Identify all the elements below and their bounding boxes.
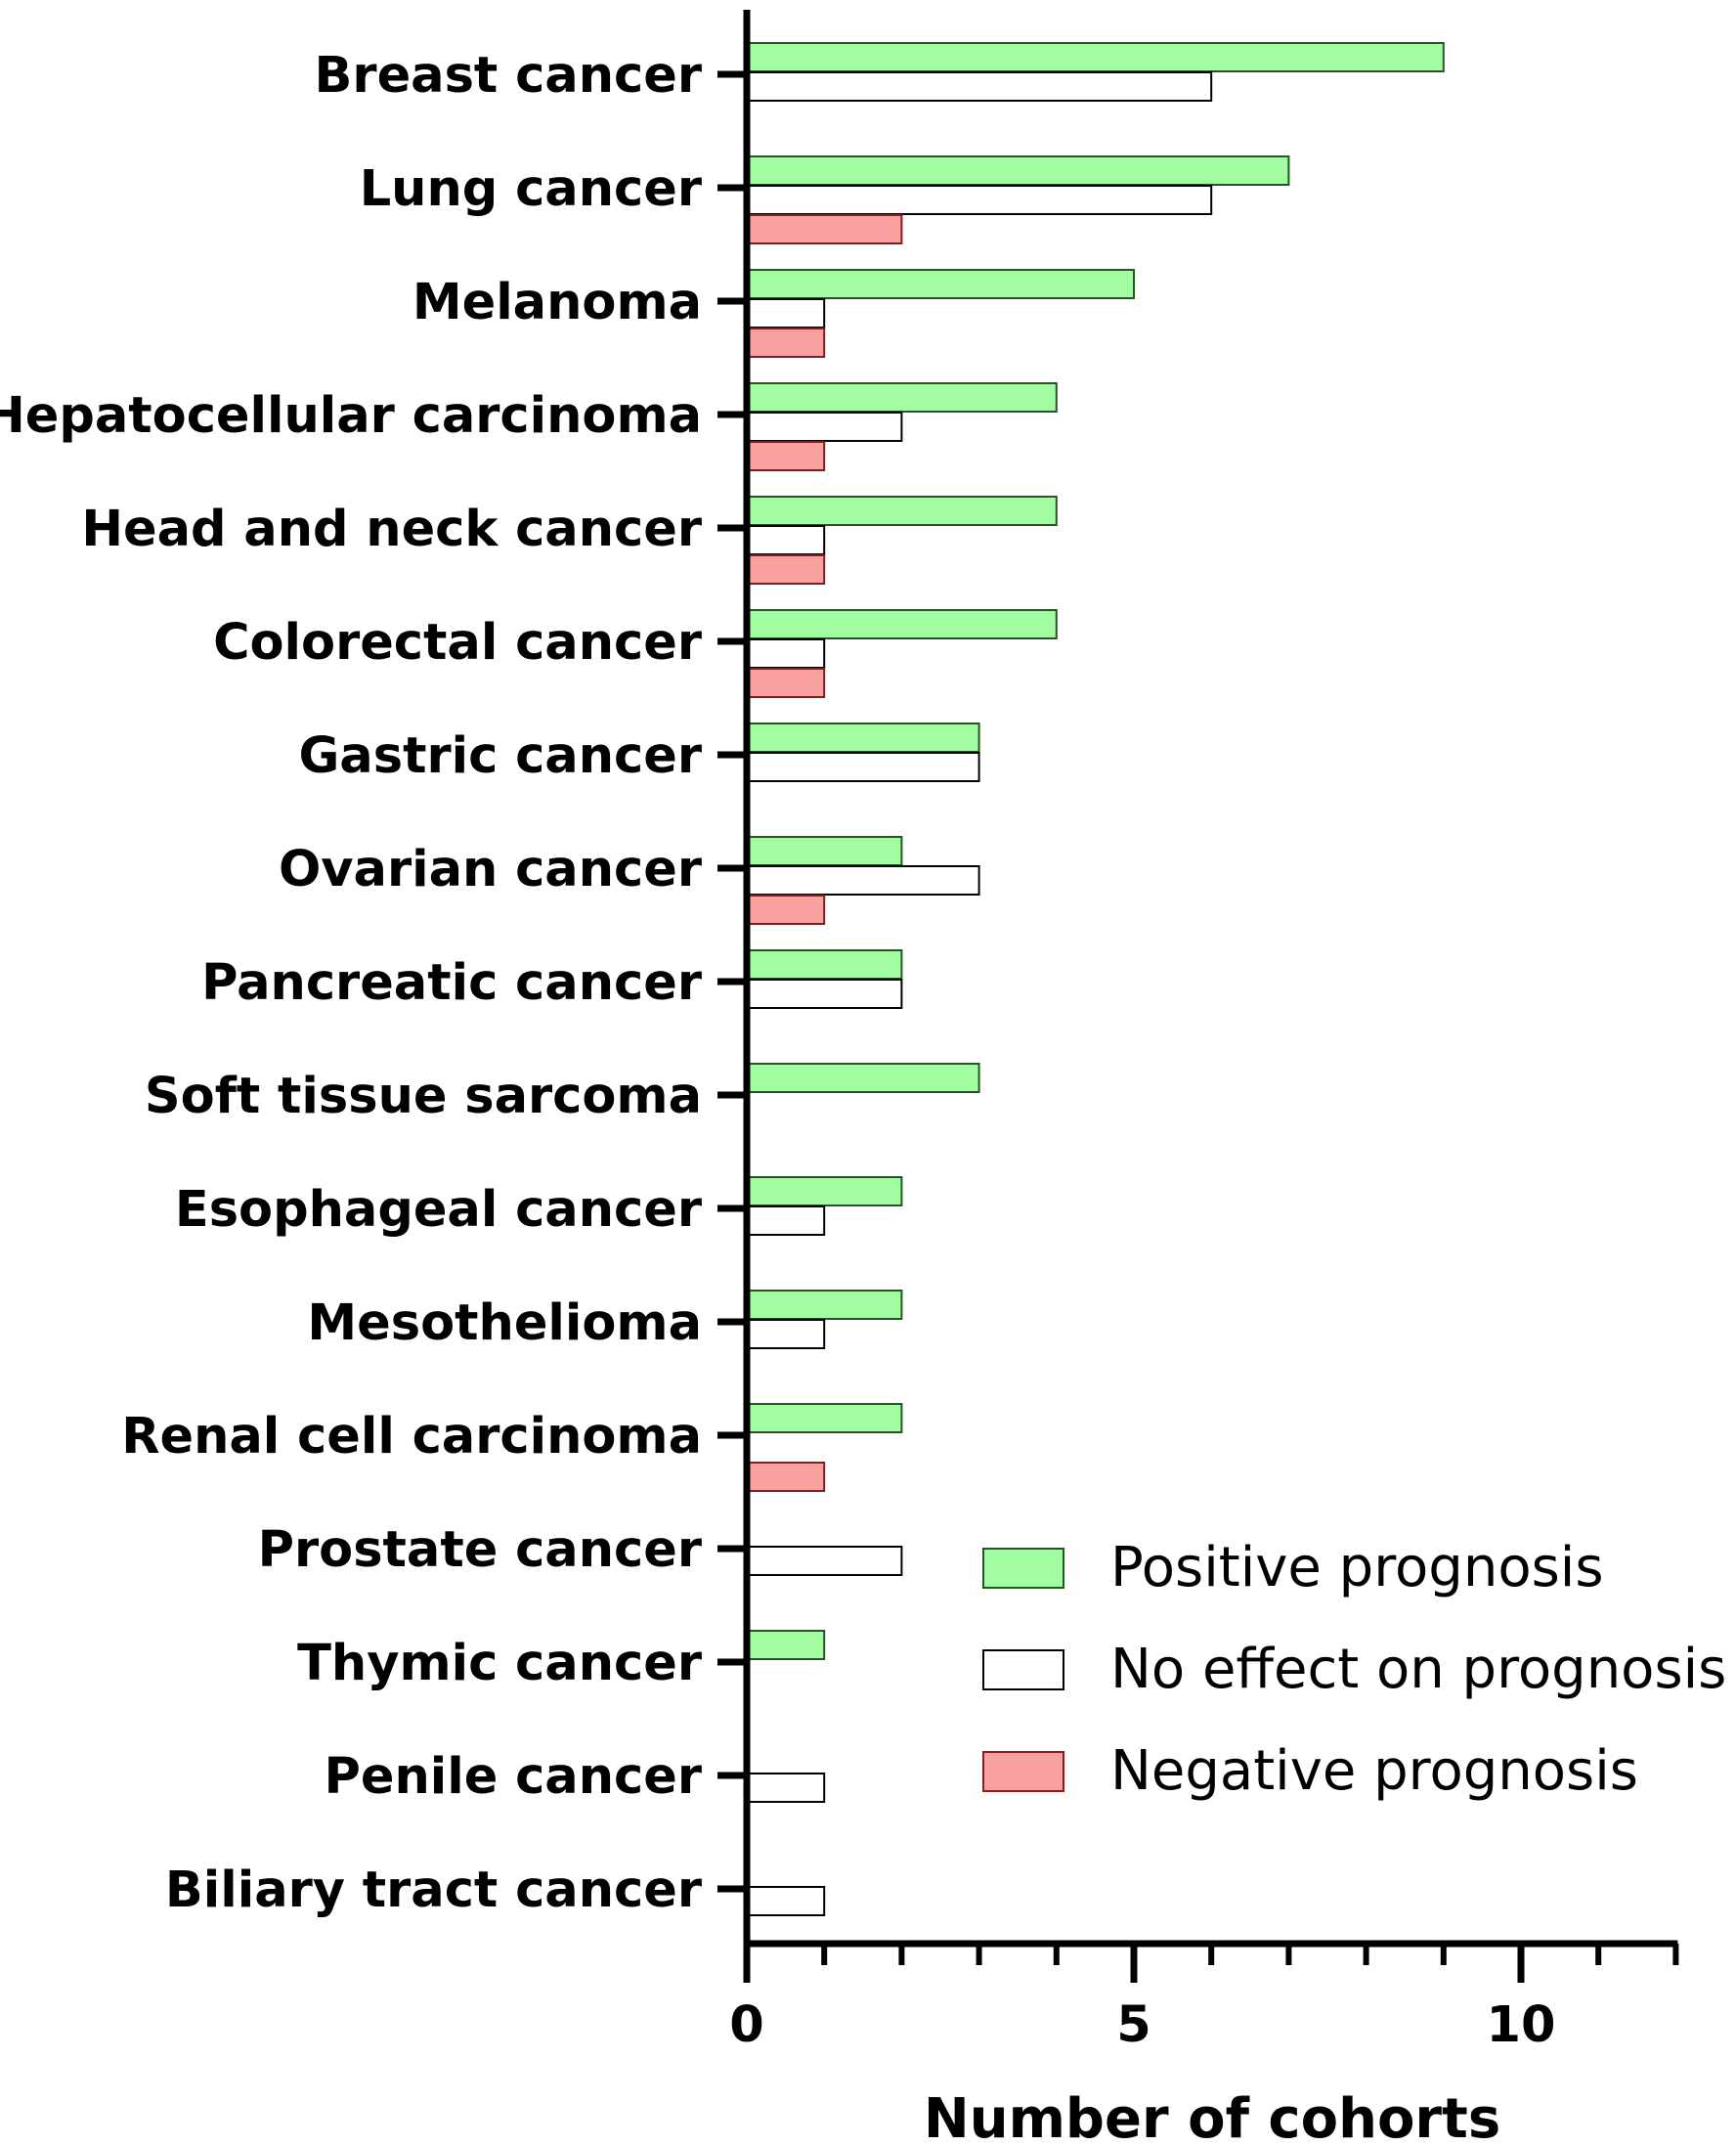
- bar-pancreatic-cancer-no-effect-on-prognosis: [746, 979, 903, 1009]
- legend-swatch-negative-prognosis: [982, 1751, 1064, 1792]
- x-axis-title: Number of cohorts: [924, 2087, 1500, 2146]
- category-label-mesothelioma: Mesothelioma: [307, 1294, 702, 1352]
- bar-esophageal-cancer-no-effect-on-prognosis: [746, 1205, 826, 1236]
- bar-hepatocellular-carcinoma-negative-prognosis: [746, 441, 826, 471]
- category-label-melanoma: Melanoma: [412, 274, 702, 331]
- bar-melanoma-positive-prognosis: [746, 269, 1135, 299]
- bar-head-and-neck-cancer-no-effect-on-prognosis: [746, 525, 826, 555]
- legend-label-negative-prognosis: Negative prognosis: [1110, 1739, 1638, 1803]
- bar-hepatocellular-carcinoma-positive-prognosis: [746, 382, 1058, 413]
- category-label-gastric-cancer: Gastric cancer: [298, 727, 702, 785]
- category-label-hepatocellular-carcinoma: Hepatocellular carcinoma: [0, 387, 702, 445]
- bar-mesothelioma-no-effect-on-prognosis: [746, 1319, 826, 1349]
- bar-gastric-cancer-no-effect-on-prognosis: [746, 752, 980, 782]
- bar-gastric-cancer-positive-prognosis: [746, 723, 980, 753]
- bar-melanoma-negative-prognosis: [746, 328, 826, 358]
- category-label-pancreatic-cancer: Pancreatic cancer: [201, 954, 702, 1012]
- bar-hepatocellular-carcinoma-no-effect-on-prognosis: [746, 412, 903, 442]
- legend: Positive prognosis No effect on prognosis…: [982, 1536, 1726, 1803]
- category-label-breast-cancer: Breast cancer: [315, 47, 702, 105]
- x-tick-label-0: 0: [729, 1996, 764, 2054]
- category-label-esophageal-cancer: Esophageal cancer: [175, 1181, 702, 1239]
- category-label-thymic-cancer: Thymic cancer: [297, 1635, 702, 1692]
- category-label-biliary-tract-cancer: Biliary tract cancer: [165, 1861, 702, 1919]
- category-label-colorectal-cancer: Colorectal cancer: [213, 614, 702, 672]
- category-label-prostate-cancer: Prostate cancer: [258, 1521, 702, 1579]
- bar-pancreatic-cancer-positive-prognosis: [746, 949, 903, 980]
- legend-swatch-positive-prognosis: [982, 1548, 1064, 1589]
- bar-colorectal-cancer-positive-prognosis: [746, 609, 1058, 639]
- category-label-lung-cancer: Lung cancer: [360, 160, 702, 218]
- bar-esophageal-cancer-positive-prognosis: [746, 1176, 903, 1206]
- bar-breast-cancer-positive-prognosis: [746, 42, 1445, 72]
- bar-penile-cancer-no-effect-on-prognosis: [746, 1773, 826, 1803]
- bar-colorectal-cancer-negative-prognosis: [746, 668, 826, 698]
- bar-biliary-tract-cancer-no-effect-on-prognosis: [746, 1886, 826, 1916]
- category-label-head-and-neck-cancer: Head and neck cancer: [81, 501, 702, 558]
- bar-renal-cell-carcinoma-positive-prognosis: [746, 1403, 903, 1433]
- bar-thymic-cancer-positive-prognosis: [746, 1630, 826, 1660]
- tick-labels: 0 5 10: [729, 1996, 1555, 2054]
- bar-prostate-cancer-no-effect-on-prognosis: [746, 1546, 903, 1576]
- x-tick-label-5: 5: [1116, 1996, 1151, 2054]
- bar-melanoma-no-effect-on-prognosis: [746, 298, 826, 328]
- bar-renal-cell-carcinoma-negative-prognosis: [746, 1462, 826, 1492]
- bar-breast-cancer-no-effect-on-prognosis: [746, 71, 1213, 102]
- bar-lung-cancer-no-effect-on-prognosis: [746, 185, 1213, 215]
- bar-lung-cancer-positive-prognosis: [746, 155, 1290, 186]
- category-labels: Breast cancer Lung cancer Melanoma Hepatoce…: [0, 47, 702, 1919]
- bar-mesothelioma-positive-prognosis: [746, 1290, 903, 1320]
- bar-ovarian-cancer-no-effect-on-prognosis: [746, 865, 980, 896]
- x-tick-label-10: 10: [1487, 1996, 1556, 2054]
- bar-ovarian-cancer-negative-prognosis: [746, 895, 826, 925]
- category-label-soft-tissue-sarcoma: Soft tissue sarcoma: [145, 1068, 702, 1125]
- legend-swatch-no-effect-on-prognosis: [982, 1649, 1064, 1690]
- category-label-renal-cell-carcinoma: Renal cell carcinoma: [121, 1408, 702, 1466]
- category-label-ovarian-cancer: Ovarian cancer: [279, 841, 702, 898]
- bar-soft-tissue-sarcoma-positive-prognosis: [746, 1063, 980, 1093]
- bars-group: [746, 42, 1445, 1916]
- axes-group: [717, 10, 1679, 1983]
- legend-label-positive-prognosis: Positive prognosis: [1110, 1536, 1604, 1599]
- bar-head-and-neck-cancer-positive-prognosis: [746, 496, 1058, 526]
- bar-head-and-neck-cancer-negative-prognosis: [746, 554, 826, 585]
- bar-lung-cancer-negative-prognosis: [746, 214, 903, 244]
- legend-label-no-effect-on-prognosis: No effect on prognosis: [1110, 1638, 1726, 1701]
- bar-ovarian-cancer-positive-prognosis: [746, 836, 903, 866]
- bar-colorectal-cancer-no-effect-on-prognosis: [746, 638, 826, 669]
- category-label-penile-cancer: Penile cancer: [324, 1748, 702, 1806]
